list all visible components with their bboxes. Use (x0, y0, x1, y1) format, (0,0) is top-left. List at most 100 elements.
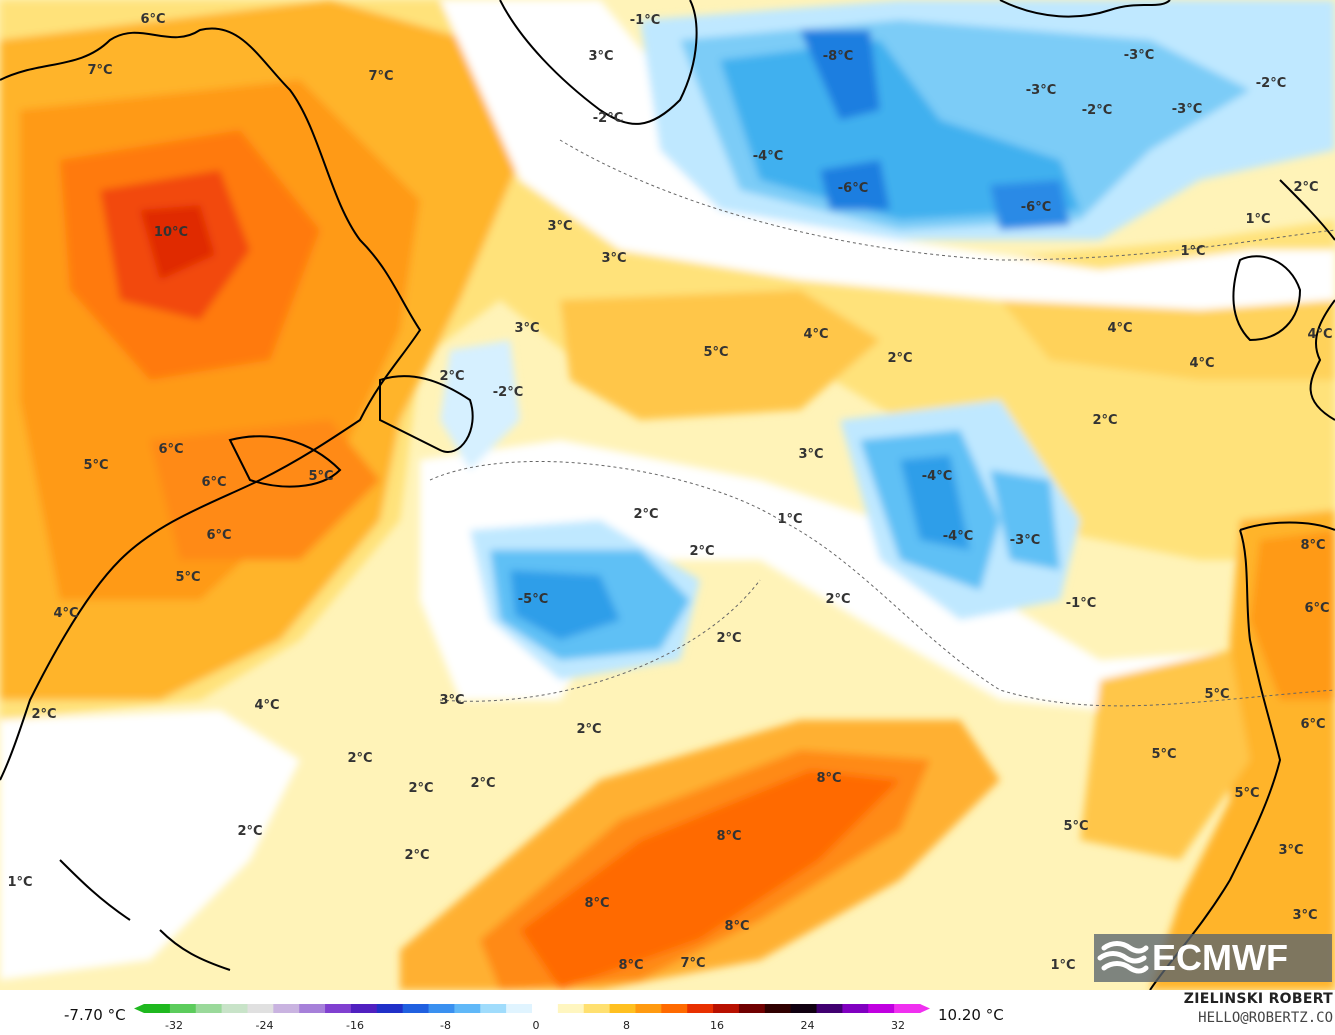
temperature-label: 1°C (777, 512, 802, 527)
temperature-label: 6°C (201, 475, 226, 490)
colorbar (134, 1004, 930, 1013)
min-value-label: -7.70 °C (64, 1006, 126, 1024)
colorbar-swatch (713, 1004, 740, 1013)
colorbar-swatch (402, 1004, 430, 1013)
ecmwf-logo-text: ECMWF (1152, 937, 1288, 978)
temperature-label: 7°C (368, 69, 393, 84)
colorbar-swatch (738, 1004, 766, 1013)
temperature-label: 2°C (237, 824, 262, 839)
temperature-label: 3°C (1278, 843, 1303, 858)
temperature-label: 3°C (798, 447, 823, 462)
colorbar-swatch (221, 1004, 248, 1013)
temperature-label: 5°C (1234, 786, 1259, 801)
temperature-label: 2°C (887, 351, 912, 366)
temperature-label: -4°C (943, 529, 973, 544)
colorbar-swatch (299, 1004, 326, 1013)
colorbar-swatch (868, 1004, 895, 1013)
colorbar-swatch (428, 1004, 455, 1013)
temperature-label: 3°C (439, 693, 464, 708)
colorbar-swatch (454, 1004, 481, 1013)
temperature-label: -3°C (1010, 533, 1040, 548)
map-canvas: 6°C 7°C 7°C 3°C -1°C -2°C -8°C -3°C -3°C -2°C -2°C… (0, 0, 1335, 990)
temperature-label: 7°C (87, 63, 112, 78)
temperature-label: -2°C (1082, 103, 1112, 118)
temperature-label: 3°C (514, 321, 539, 336)
temperature-label: 2°C (633, 507, 658, 522)
temperature-label: -5°C (518, 592, 548, 607)
temperature-label: 2°C (825, 592, 850, 607)
temperature-label: -8°C (823, 49, 853, 64)
colorbar-swatch (661, 1004, 688, 1013)
temperature-label: 2°C (347, 751, 372, 766)
colorbar-tick-label: -16 (346, 1019, 364, 1032)
temperature-label: -6°C (1021, 200, 1051, 215)
colorbar-swatch (635, 1004, 662, 1013)
colorbar-swatch (532, 1004, 559, 1013)
colorbar-swatch (816, 1004, 843, 1013)
temperature-label: 4°C (53, 606, 78, 621)
colorbar-tick-label: 24 (800, 1019, 815, 1032)
temperature-label: 7°C (680, 956, 705, 971)
anomaly-field (0, 0, 1335, 990)
temperature-label: 5°C (1063, 819, 1088, 834)
colorbar-swatch (325, 1004, 352, 1013)
temperature-label: 8°C (584, 896, 609, 911)
colorbar-tick-label: 0 (532, 1019, 540, 1032)
temperature-label: 1°C (1050, 958, 1075, 973)
temperature-label: -3°C (1124, 48, 1154, 63)
temperature-label: 1°C (7, 875, 32, 890)
colorbar-tick-label: 8 (623, 1019, 630, 1032)
temperature-label: 3°C (1292, 908, 1317, 923)
temperature-label: 4°C (254, 698, 279, 713)
temperature-label: 4°C (1189, 356, 1214, 371)
temperature-label: 5°C (1204, 687, 1229, 702)
colorbar-swatch (583, 1004, 611, 1013)
colorbar-swatch (480, 1004, 507, 1013)
temperature-label: 8°C (724, 919, 749, 934)
colorbar-swatch (506, 1004, 533, 1013)
temperature-label: -4°C (922, 469, 952, 484)
temperature-label: -4°C (753, 149, 783, 164)
colorbar-swatch (350, 1004, 378, 1013)
temperature-label: 5°C (83, 458, 108, 473)
colorbar-min-arrow (134, 1004, 144, 1013)
colorbar-swatch (376, 1004, 404, 1013)
temperature-label: 5°C (175, 570, 200, 585)
temperature-label: -3°C (1026, 83, 1056, 98)
temperature-label: 2°C (408, 781, 433, 796)
temperature-label: 6°C (206, 528, 231, 543)
colorbar-swatch (790, 1004, 818, 1013)
temperature-label: 10°C (154, 225, 188, 240)
temperature-label: -2°C (1256, 76, 1286, 91)
temperature-label: 2°C (1092, 413, 1117, 428)
coastlines (0, 0, 1335, 990)
temperature-label: 6°C (1300, 717, 1325, 732)
temperature-label: 2°C (716, 631, 741, 646)
temperature-label: 2°C (689, 544, 714, 559)
ecmwf-logo-icon (1097, 941, 1149, 974)
colorbar-tick-label: 16 (710, 1019, 724, 1032)
temperature-label: 3°C (588, 49, 613, 64)
temperature-label: 6°C (140, 12, 165, 27)
colorbar-swatch (609, 1004, 636, 1013)
temperature-label: 2°C (439, 369, 464, 384)
max-value-label: 10.20 °C (938, 1006, 1004, 1024)
colorbar-swatch (195, 1004, 223, 1013)
temperature-label: 4°C (803, 327, 828, 342)
temperature-label: 6°C (1304, 601, 1329, 616)
colorbar-swatch (273, 1004, 300, 1013)
temperature-label: 2°C (1293, 180, 1318, 195)
temperature-label: 1°C (1180, 244, 1205, 259)
temperature-label: 5°C (308, 469, 333, 484)
colorbar-swatch (894, 1004, 921, 1013)
temperature-label: -6°C (838, 181, 868, 196)
ecmwf-logo: ECMWF (1094, 934, 1332, 982)
colorbar-tick-label: -8 (440, 1019, 451, 1032)
author-email: HELLO@ROBERTZ.CO (1198, 1010, 1333, 1026)
contours (429, 139, 1335, 707)
temperature-label: 4°C (1307, 327, 1332, 342)
colorbar-swatch (842, 1004, 869, 1013)
temperature-label: 3°C (601, 251, 626, 266)
colorbar-swatch (687, 1004, 714, 1013)
temperature-label: 5°C (703, 345, 728, 360)
